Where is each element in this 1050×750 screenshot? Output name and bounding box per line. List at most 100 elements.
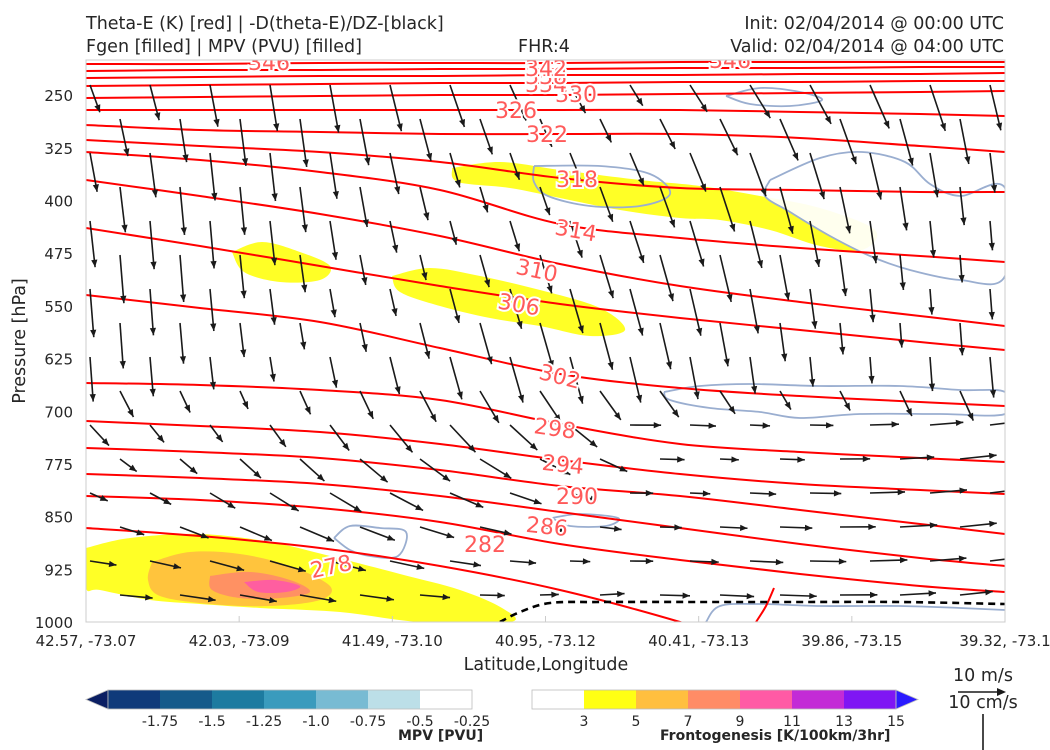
- theta-e-line: [86, 420, 1005, 495]
- wind-vector-head: [364, 157, 371, 166]
- wind-vector: [719, 456, 739, 463]
- wind-vector-head: [546, 285, 553, 294]
- wind-vector-head: [811, 321, 818, 329]
- wind-vector: [839, 186, 852, 234]
- wind-vector-head: [514, 171, 520, 180]
- theta-e-label: 290: [556, 485, 598, 510]
- wind-vector-head: [862, 455, 871, 462]
- wind-vector-head: [605, 134, 612, 143]
- theta-e-label: 318: [556, 168, 598, 193]
- wind-vector: [179, 322, 186, 364]
- wind-vector: [539, 322, 554, 369]
- wind-vector-head: [475, 501, 484, 508]
- wind-vector: [959, 186, 967, 226]
- wind-vector-shaft: [269, 84, 279, 132]
- theta-e-line: [86, 139, 1005, 194]
- wind-vector-shaft: [149, 220, 155, 270]
- title-line-2: Fgen [filled] | MPV (PVU) [filled]: [86, 37, 362, 57]
- init-time: Init: 02/04/2014 @ 00:00 UTC: [744, 14, 1004, 34]
- wind-vector-shaft: [179, 186, 186, 235]
- wind-vector: [119, 526, 145, 536]
- wind-vector: [329, 492, 362, 513]
- wind-vector-shaft: [839, 118, 857, 165]
- wind-vector-head: [850, 156, 857, 165]
- wind-vector-head: [271, 193, 278, 201]
- wind-vector-head: [90, 329, 97, 338]
- wind-vector-head: [576, 249, 583, 258]
- wind-vector: [179, 118, 189, 163]
- wind-vector-head: [269, 597, 277, 604]
- x-tick-label: 42.57, -73.07: [36, 632, 137, 650]
- theta-e-contours: [86, 60, 1005, 622]
- wind-vector-head: [711, 558, 719, 565]
- wind-vector: [239, 390, 249, 410]
- mpv-colorbar-label: MPV [PVU]: [398, 728, 484, 744]
- wind-vector: [869, 421, 899, 428]
- wind-vector-head: [157, 434, 165, 443]
- wind-vector-head: [883, 120, 890, 129]
- wind-vector-head: [423, 212, 430, 221]
- theta-e-line: [86, 90, 1005, 99]
- wind-vector: [959, 520, 997, 528]
- wind-vector-head: [210, 323, 217, 331]
- wind-vector: [299, 458, 325, 482]
- wind-vector-head: [300, 341, 307, 350]
- colorbar-bin: [636, 690, 689, 709]
- wind-vector-head: [446, 532, 455, 539]
- fgen-colorbar-label: Frontogenesis [K/100km/3hr]: [660, 728, 891, 744]
- theta-e-line: [86, 151, 1005, 263]
- wind-vector: [299, 322, 307, 350]
- wind-vector: [179, 458, 198, 475]
- wind-vector-head: [996, 122, 1003, 131]
- wind-vector-head: [985, 589, 993, 596]
- wind-vector: [569, 356, 584, 404]
- wind-vector: [689, 288, 703, 336]
- wind-vector-head: [967, 412, 974, 421]
- wind-vector-head: [415, 504, 424, 511]
- wind-vector: [269, 560, 306, 573]
- wind-vector-head: [726, 294, 733, 302]
- wind-vector-head: [392, 244, 399, 253]
- wind-vector-head: [180, 294, 187, 302]
- wind-vector-head: [577, 395, 584, 404]
- wind-vector-head: [269, 373, 276, 382]
- colorbar-bin: [792, 690, 845, 709]
- wind-vector-head: [442, 593, 451, 601]
- wind-vector-head: [1019, 486, 1027, 492]
- wind-vector: [809, 152, 825, 200]
- wind-vector-head: [273, 123, 280, 131]
- wind-vector: [599, 590, 625, 598]
- wind-vector-shaft: [989, 84, 1002, 131]
- wind-vector-head: [826, 422, 834, 429]
- wind-vector-head: [331, 252, 338, 260]
- wind-vector: [449, 288, 461, 324]
- colorbar-tick-label: -0.25: [454, 714, 490, 730]
- wind-vector-shaft: [509, 356, 524, 403]
- wind-vector-head: [150, 261, 157, 270]
- reference-arrowhead-horizontal: [997, 688, 1006, 696]
- wind-vector-head: [236, 565, 245, 572]
- wind-vector-head: [454, 179, 461, 188]
- wind-vector-head: [546, 138, 552, 147]
- wind-vector-head: [674, 524, 682, 531]
- wind-vector: [779, 592, 817, 600]
- title-line-1: Theta-E (K) [red] | -D(theta-E)/DZ-[blac…: [86, 14, 444, 34]
- wind-vector: [989, 356, 997, 398]
- wind-vector-shaft: [629, 356, 642, 403]
- forecast-hour: FHR:4: [518, 37, 570, 57]
- wind-vector: [89, 492, 109, 502]
- wind-vector: [389, 152, 401, 195]
- wind-vector-head: [271, 257, 278, 266]
- wind-vector: [689, 356, 700, 400]
- wind-vector: [929, 419, 964, 426]
- wind-vector: [449, 152, 461, 188]
- wind-vector: [539, 591, 559, 598]
- colorbar-bin: [264, 690, 317, 709]
- wind-vector-shaft: [899, 118, 914, 166]
- wind-vector: [479, 458, 512, 479]
- theta-e-line: [86, 79, 1005, 87]
- wind-vector: [479, 186, 489, 213]
- wind-vector: [659, 322, 673, 370]
- wind-vector-head: [121, 224, 128, 233]
- theta-e-label: 346: [709, 49, 751, 74]
